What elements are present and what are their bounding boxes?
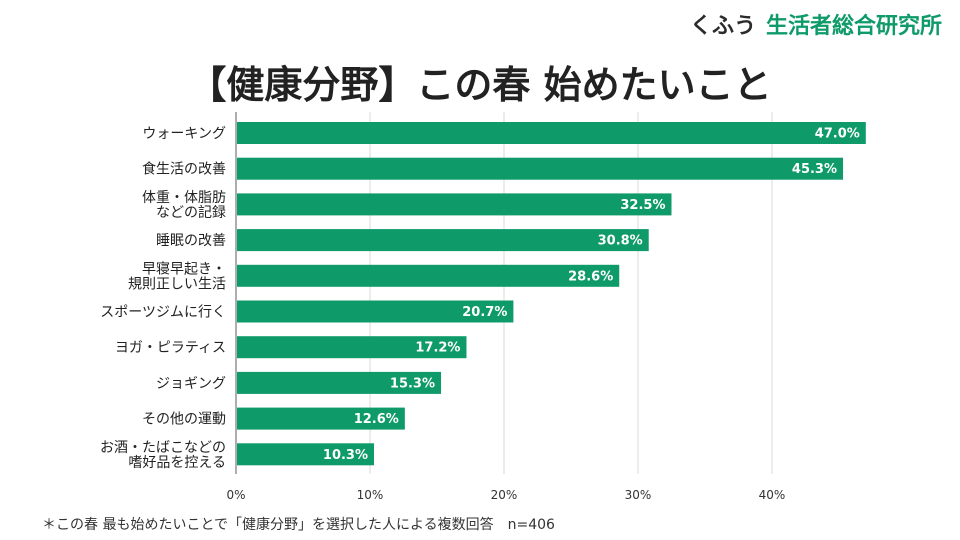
category-label: ウォーキング: [142, 126, 226, 142]
bar: [237, 336, 467, 359]
bar: [237, 264, 620, 287]
brand-subtitle: 生活者総合研究所: [765, 14, 942, 39]
category-label: その他の運動: [142, 412, 226, 428]
x-tick-label: 10%: [357, 488, 384, 502]
data-label: 28.6%: [568, 269, 613, 284]
x-tick-label: 0%: [226, 488, 245, 502]
bar: [237, 193, 672, 216]
data-label: 47.0%: [815, 127, 860, 142]
data-label: 15.3%: [390, 376, 435, 391]
data-label: 20.7%: [462, 305, 507, 320]
bar: [237, 157, 844, 180]
footnote: ＊この春 最も始めたいことで「健康分野」を選択した人による複数回答 n=406: [42, 517, 555, 533]
category-label: お酒・たばこなどの: [100, 440, 226, 456]
category-label: 嗜好品を控える: [128, 455, 226, 471]
bar: [237, 443, 375, 466]
data-label: 32.5%: [620, 198, 665, 213]
x-tick-label: 40%: [759, 488, 786, 502]
data-label: 45.3%: [792, 162, 837, 177]
category-label: ヨガ・ピラティス: [115, 340, 226, 356]
bar: [237, 122, 866, 144]
data-label: 10.3%: [323, 448, 368, 463]
category-label: 早寝早起き・: [142, 260, 226, 277]
bar: [237, 300, 514, 323]
chart-title: 【健康分野】この春 始めたいこと: [188, 63, 772, 107]
x-tick-label: 20%: [491, 488, 518, 502]
brand-name: くふう: [689, 14, 756, 39]
bar: [237, 407, 405, 430]
data-label: 17.2%: [415, 341, 460, 356]
category-label: 食生活の改善: [142, 161, 226, 178]
data-label: 12.6%: [354, 412, 399, 427]
category-label: 体重・体脂肪: [142, 190, 226, 206]
category-label: 睡眠の改善: [156, 233, 226, 249]
brand-logo: くふう 生活者総合研究所: [690, 8, 942, 40]
category-label: 規則正しい生活: [128, 276, 226, 292]
category-label: などの記録: [156, 204, 226, 221]
bar: [237, 229, 649, 252]
x-tick-label: 30%: [625, 488, 652, 502]
category-label: スポーツジムに行く: [100, 305, 226, 321]
category-label: ジョギング: [156, 376, 226, 392]
data-label: 30.8%: [598, 234, 643, 249]
bar: [237, 371, 442, 394]
